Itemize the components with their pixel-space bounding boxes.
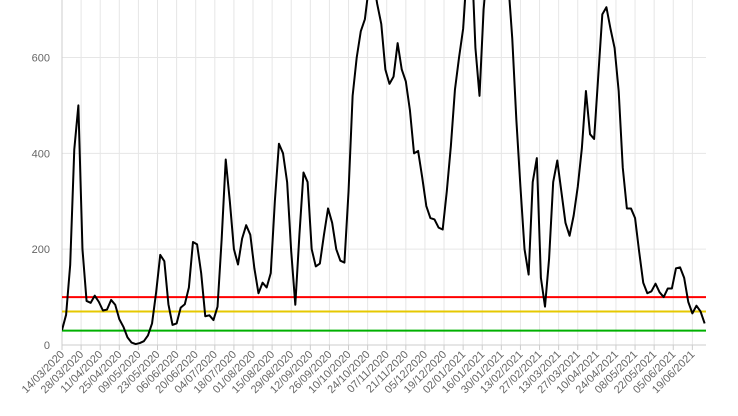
- y-tick-label: 200: [32, 244, 50, 256]
- y-tick-label: 0: [44, 340, 50, 352]
- y-tick-label: 600: [32, 53, 50, 65]
- y-tick-label: 400: [32, 148, 50, 160]
- data-line: [62, 0, 706, 345]
